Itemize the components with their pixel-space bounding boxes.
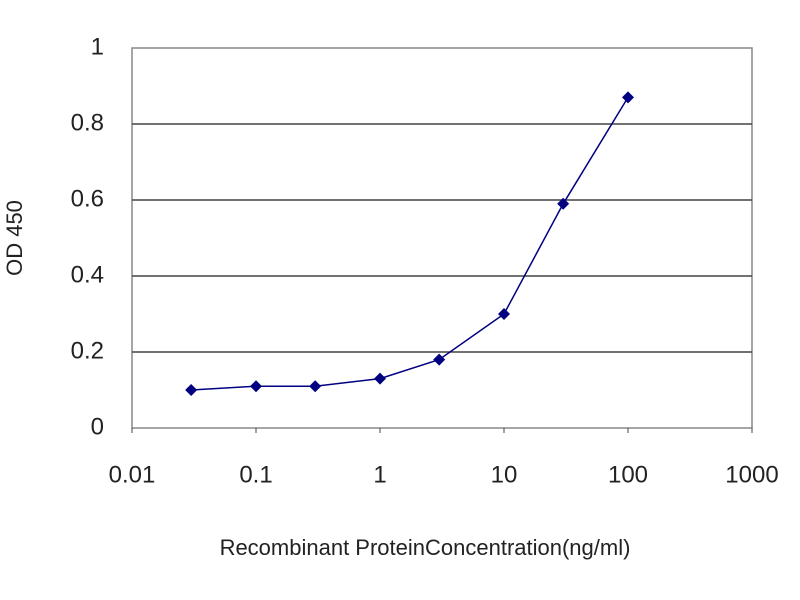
y-tick-label: 0.4 [71, 261, 104, 288]
x-tick-label: 100 [608, 461, 648, 488]
marker [498, 308, 510, 320]
x-tick-label: 0.01 [109, 461, 156, 488]
plot-area [131, 47, 753, 429]
x-tick-label: 1 [373, 461, 386, 488]
x-tick-label: 0.1 [239, 461, 272, 488]
y-tick-label: 0.8 [71, 109, 104, 136]
marker [185, 384, 198, 396]
y-tick-label: 0 [91, 413, 104, 440]
x-tick-label: 1000 [725, 461, 778, 488]
marker [622, 91, 634, 104]
line [191, 97, 629, 391]
marker [309, 380, 322, 393]
y-tick-label: 1 [91, 33, 104, 60]
marker [433, 353, 446, 366]
y-axis-label: OD 450 [2, 200, 27, 276]
marker [250, 380, 262, 393]
y-tick-label: 0.2 [71, 337, 104, 364]
x-axis-label: Recombinant ProteinConcentration(ng/ml) [220, 535, 631, 560]
marker [374, 372, 386, 385]
marker [557, 197, 570, 210]
y-tick-label: 0.6 [71, 185, 104, 212]
x-tick-label: 10 [491, 461, 518, 488]
